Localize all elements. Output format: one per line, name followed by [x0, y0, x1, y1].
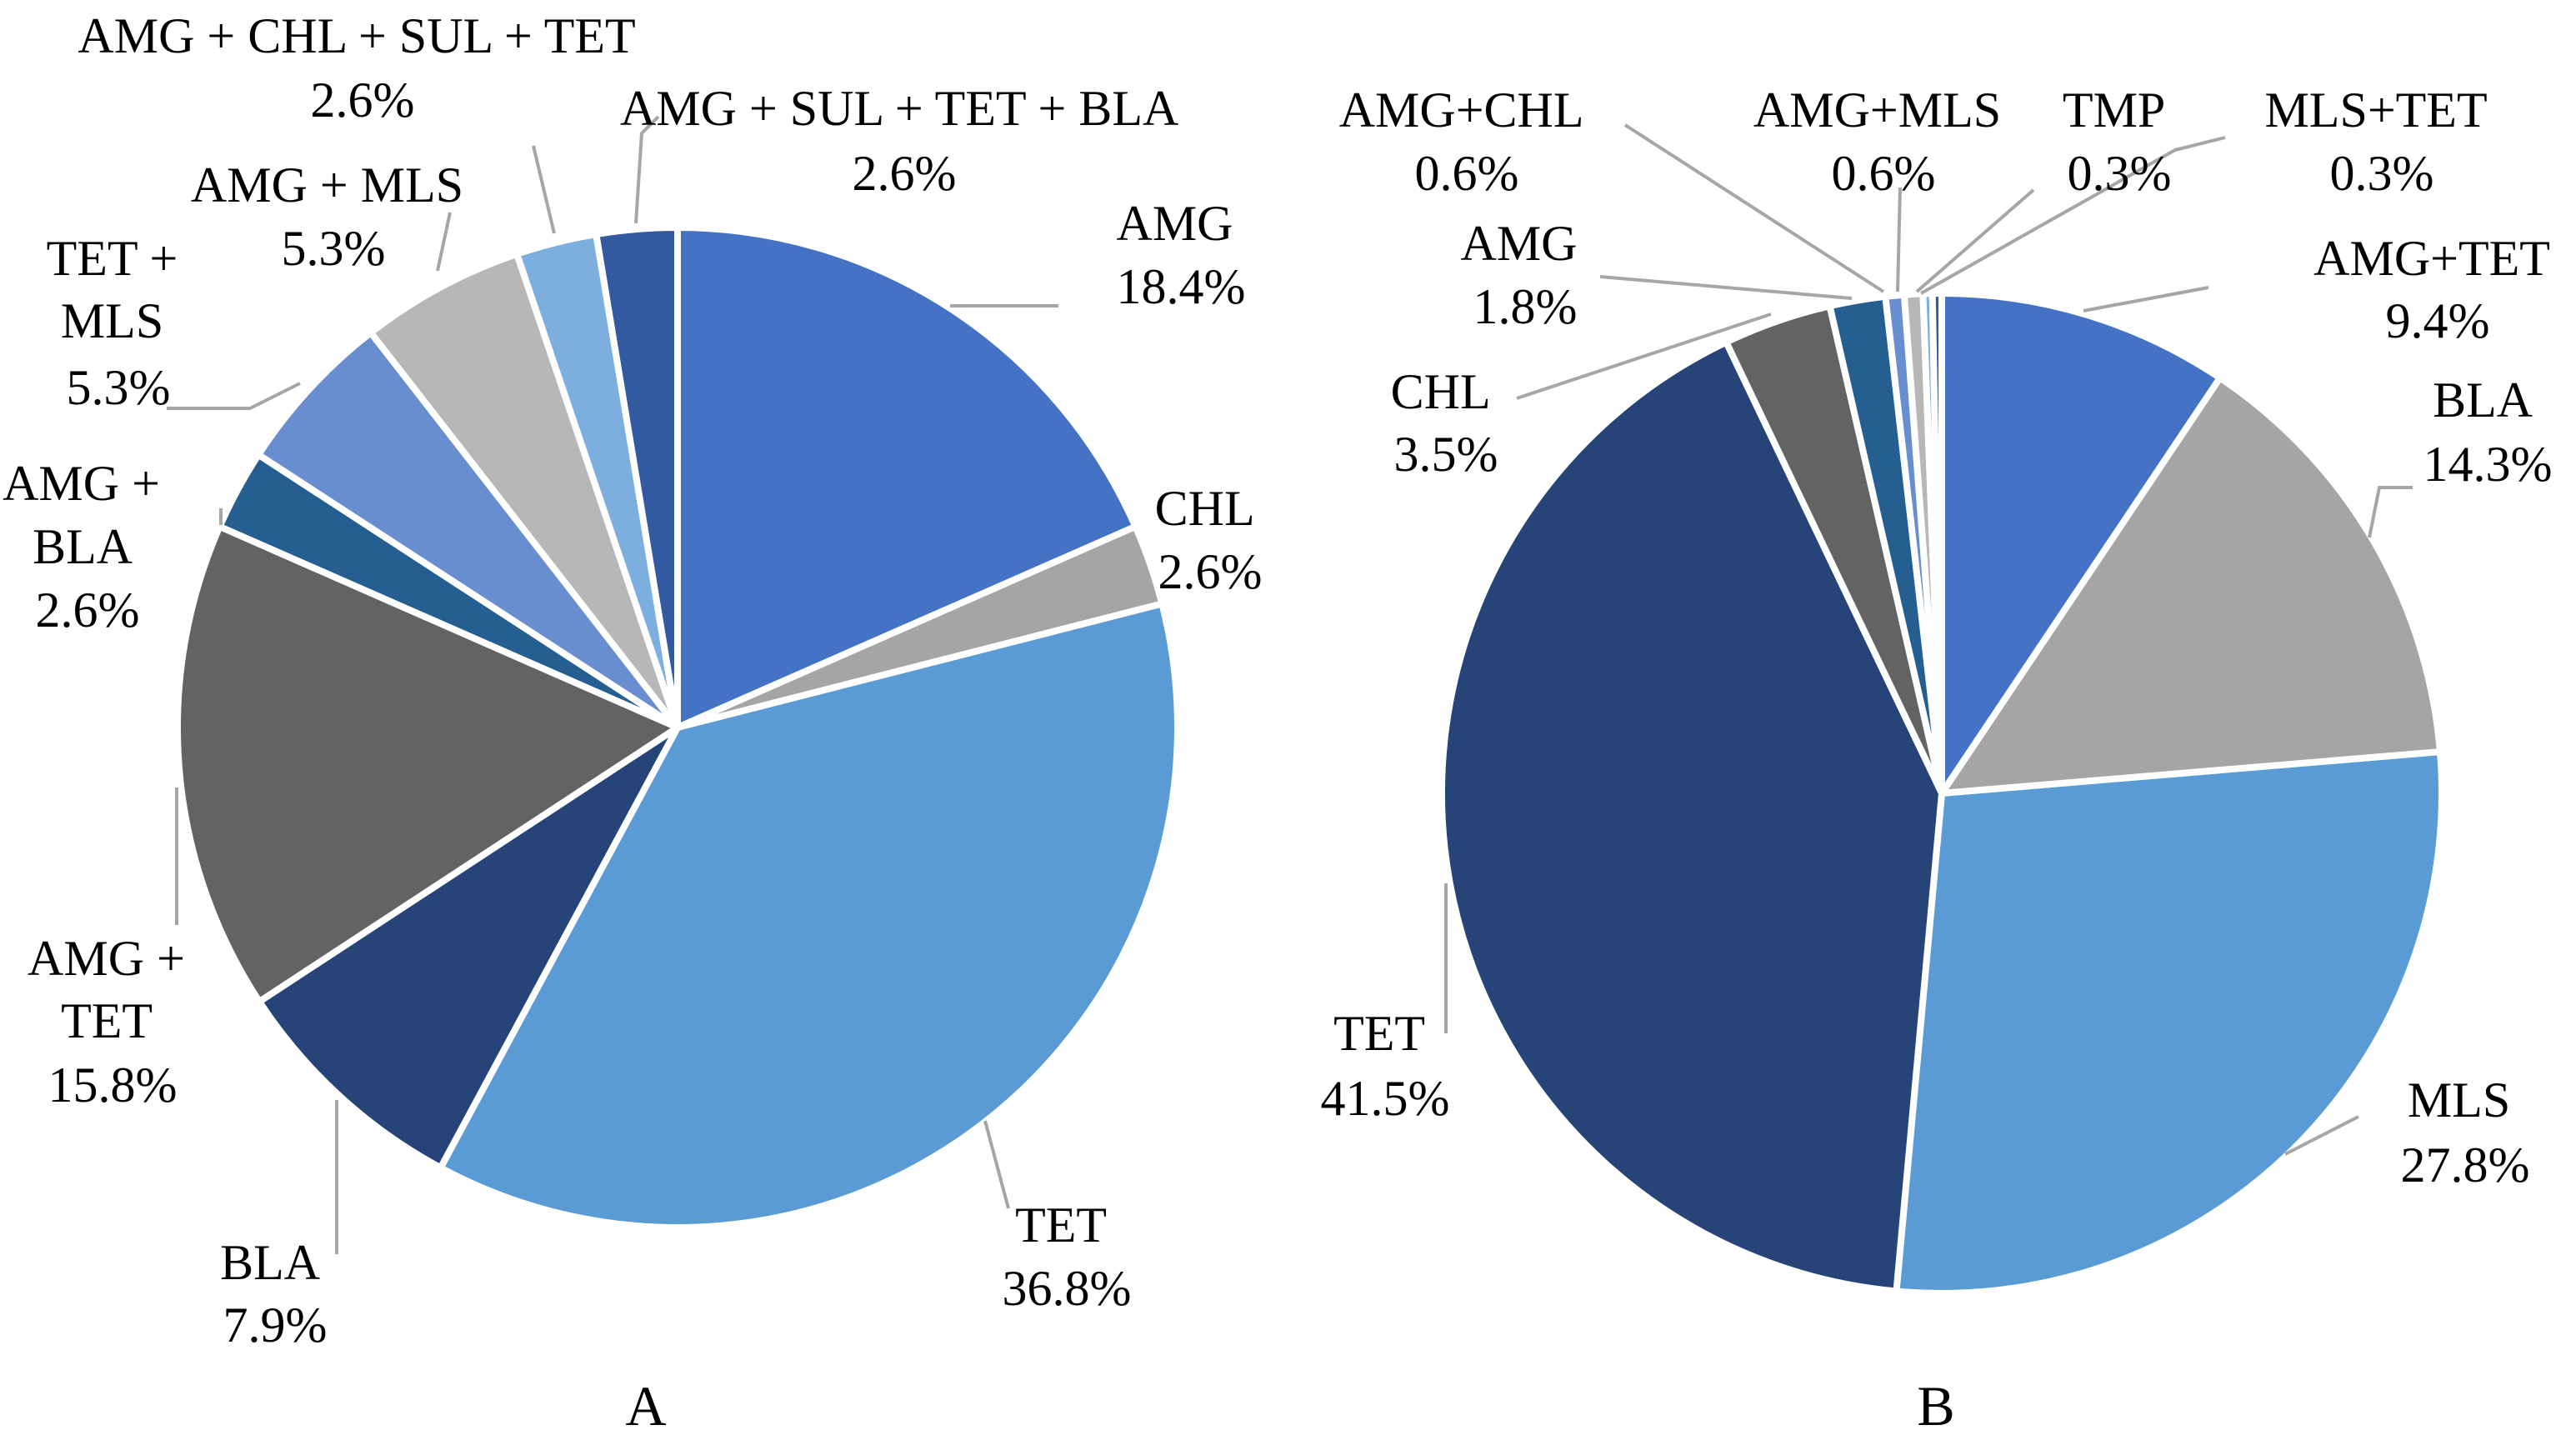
chart-a-slices — [174, 224, 1181, 1231]
chart-b-slice-tet — [1438, 338, 1945, 1295]
chart-a-label-amg: AMG 18.4% — [1116, 196, 1245, 314]
chart-a-slice-tet-mls — [255, 329, 681, 731]
chart-a-label-amg-bla: AMG + BLA 2.6% — [3, 456, 173, 638]
chart-b-leader-amg-tet — [2083, 286, 2209, 312]
chart-b-panel-label: B — [1917, 1374, 1954, 1438]
chart-a-leader-tet — [983, 1120, 1010, 1209]
chart-a-leader-amg-sul-tet-bla — [634, 115, 660, 224]
chart-b-label-tmp: TMP 0.3% — [2063, 82, 2176, 201]
chart-a-labels: AMG 18.4% CHL 2.6% TET 36.8% BLA 7.9% AM… — [3, 8, 1266, 1352]
chart-a-label-bla: BLA 7.9% — [220, 1235, 330, 1352]
chart-b-label-amg-chl: AMG+CHL 0.6% — [1339, 82, 1595, 201]
chart-b-label-tet: TET 41.5% — [1321, 1006, 1450, 1126]
chart-b-slice-mls-tet — [1928, 290, 1945, 797]
chart-b-slice-mls — [1893, 748, 2445, 1297]
chart-a-leader-amg-chl-sul-tet — [532, 145, 556, 234]
chart-b-slice-bla — [1938, 374, 2443, 797]
chart-a-slice-amg — [674, 224, 1139, 731]
chart-b-label-mls-tet: MLS+TET 0.3% — [2264, 82, 2498, 201]
chart-b-label-chl: CHL 3.5% — [1391, 364, 1502, 482]
chart-a-label-amg-mls: AMG + MLS 5.3% — [191, 158, 476, 276]
chart-b-label-bla: BLA 14.3% — [2423, 372, 2553, 492]
chart-a-leader-tet-mls — [167, 382, 301, 410]
chart-b-leader-chl — [1516, 312, 1772, 400]
chart-a-slice-amg-tet — [174, 522, 681, 1005]
chart-a-label-amg-tet: AMG + TET 15.8% — [28, 931, 198, 1112]
chart-a-label-amg-sul-tet-bla: AMG + SUL + TET + BLA 2.6% — [620, 81, 1188, 201]
chart-a-slice-amg-sul-tet-bla — [593, 224, 681, 731]
chart-b-slice-amg-tet — [1938, 290, 2223, 797]
chart-b-labels: AMG+TET 9.4% BLA 14.3% MLS 27.8% TET 41.… — [1321, 82, 2562, 1192]
chart-a-label-chl: CHL 2.6% — [1155, 481, 1266, 599]
chart-b-leader-amg-mls — [1896, 187, 1902, 292]
chart-b-leader-bla — [2368, 486, 2413, 538]
chart-a-slice-bla — [256, 724, 681, 1172]
chart-a-label-tet-mls: TET + MLS 5.3% — [47, 231, 191, 415]
chart-a-slice-amg-mls — [367, 250, 681, 731]
chart-b-leader-amg — [1599, 275, 1853, 300]
chart-b-label-amg-tet: AMG+TET 9.4% — [2313, 231, 2562, 348]
chart-a-label-amg-chl-sul-tet: AMG + CHL + SUL + TET 2.6% — [78, 8, 647, 128]
chart-b-label-amg: AMG 1.8% — [1460, 216, 1589, 334]
chart-b-leader-mls — [2284, 1115, 2359, 1156]
chart-b-leader-tmp — [1915, 188, 2035, 293]
chart-a-panel-label: A — [625, 1374, 666, 1438]
chart-a: AMG 18.4% CHL 2.6% TET 36.8% BLA 7.9% AM… — [3, 8, 1266, 1438]
chart-b-leader-amg-chl — [1623, 123, 1885, 293]
chart-b-label-mls: MLS 27.8% — [2401, 1072, 2530, 1192]
chart-a-label-tet: TET 36.8% — [1003, 1198, 1132, 1316]
chart-b-leader-lines — [1444, 123, 2413, 1156]
chart-b: AMG+TET 9.4% BLA 14.3% MLS 27.8% TET 41.… — [1321, 82, 2562, 1438]
chart-b-slices — [1438, 290, 2445, 1297]
chart-a-leader-lines — [167, 115, 1058, 1254]
chart-a-leader-amg-mls — [436, 212, 452, 272]
chart-b-leader-mls-tet — [1920, 136, 2226, 295]
chart-b-label-amg-mls: AMG+MLS 0.6% — [1753, 82, 2013, 201]
